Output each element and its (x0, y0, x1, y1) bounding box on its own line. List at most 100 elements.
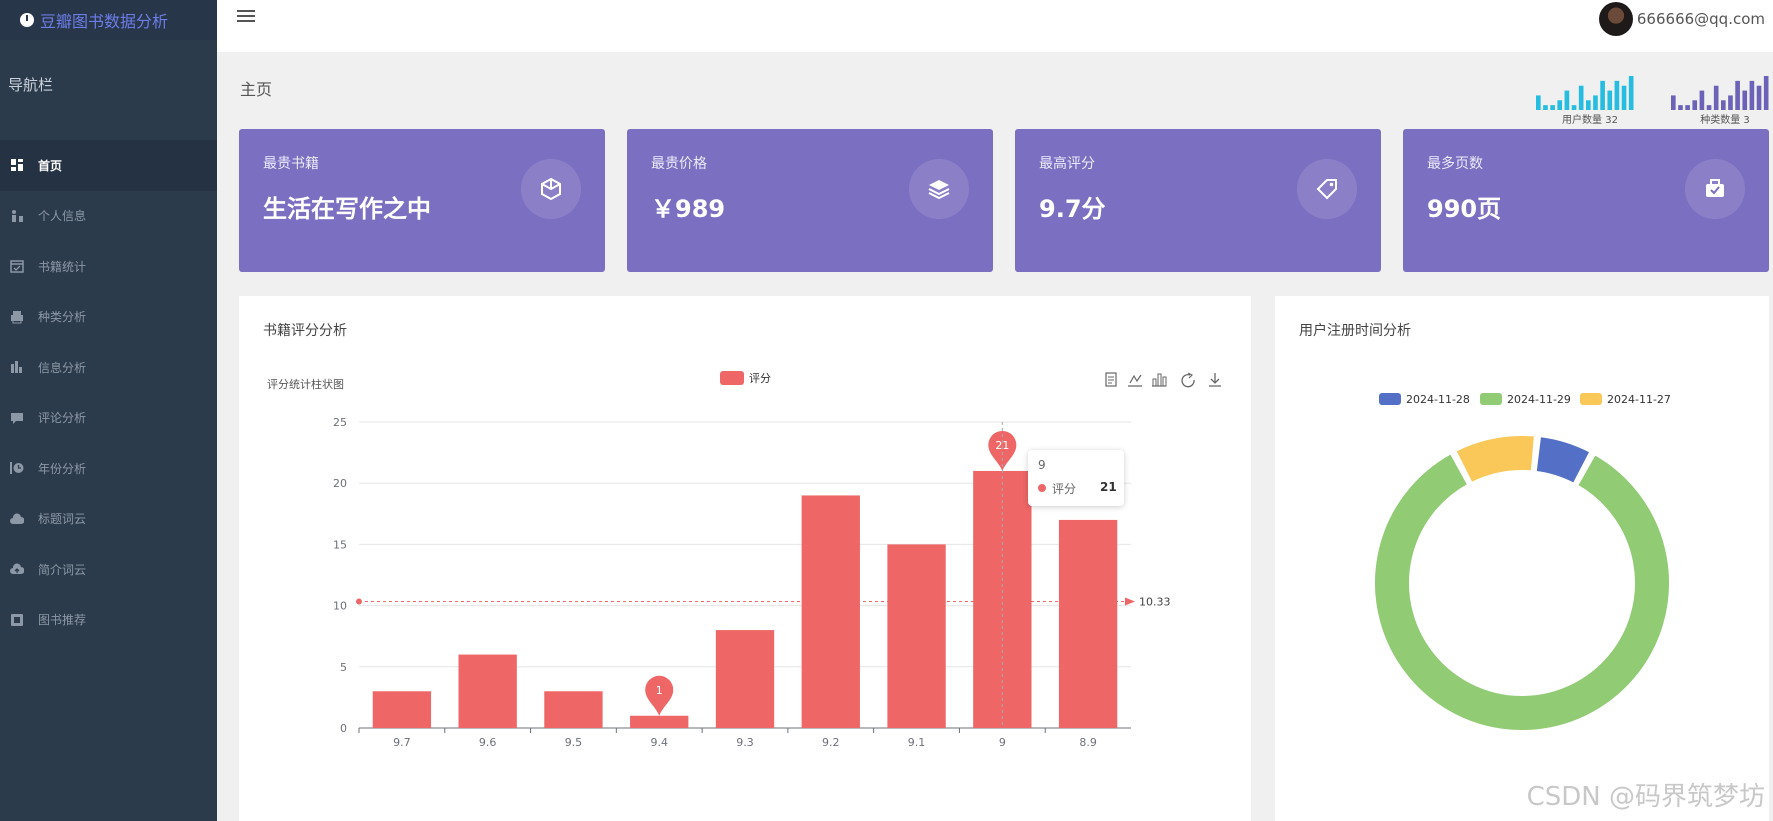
x-tick-label: 9.3 (736, 736, 754, 749)
sidebar-item-2[interactable]: 书籍统计 (0, 241, 217, 292)
sparkline-bar (1728, 95, 1733, 110)
sparkline-bar (1621, 85, 1627, 110)
avatar[interactable] (1598, 2, 1633, 36)
restore-icon[interactable] (1181, 372, 1195, 388)
sidebar-item-3[interactable]: 种类分析 (0, 292, 217, 343)
sparkline-bars (1671, 76, 1769, 110)
bar-9.4[interactable] (630, 715, 689, 728)
y-tick-label: 15 (333, 538, 347, 551)
sidebar-item-label: 个人信息 (38, 209, 87, 224)
stat-card-most-pages: 最多页数 990页 (1403, 129, 1769, 272)
sparkline-bar (1564, 90, 1570, 110)
legend-label: 评分 (749, 372, 771, 385)
chart-legend: 2024-11-28 2024-11-29 2024-11-27 (1379, 393, 1671, 406)
stat-card-top-rating: 最高评分 9.7分 (1015, 129, 1381, 272)
card-label: 最贵价格 (651, 156, 707, 172)
y-tick-label: 5 (340, 661, 347, 674)
sparkline-bar (1735, 80, 1740, 110)
chart-bars (372, 470, 1118, 728)
sidebar-item-1[interactable]: 个人信息 (0, 191, 217, 242)
mark-point-pin[interactable] (988, 430, 1017, 471)
bar-9.3[interactable] (715, 630, 775, 728)
card-value: 9.7分 (1039, 195, 1106, 223)
app-title: 豆瓣图书数据分析 (40, 12, 169, 31)
comment-icon (10, 411, 24, 425)
sparkline-bar (1713, 85, 1719, 110)
sparkline-bar (1550, 105, 1555, 110)
sidebar-item-label: 评论分析 (38, 411, 87, 426)
tooltip-value: 21 (1100, 480, 1117, 494)
bar-9.1[interactable] (887, 544, 946, 728)
stat-card-most-expensive-book: 最贵书籍 生活在写作之中 (239, 129, 605, 272)
tag-icon (1297, 159, 1357, 219)
sidebar-item-label: 种类分析 (38, 310, 87, 325)
sparkline-bar (1692, 100, 1698, 110)
rating-bar-chart[interactable]: 评分统计柱状图 评分 0 5 10 15 20 25 9.7 9.6 9.5 9.4 9.3 9.2 9… (239, 296, 1251, 821)
x-tick-label: 9.1 (908, 736, 926, 749)
sidebar-item-label: 年份分析 (38, 461, 87, 476)
y-tick-label: 0 (340, 722, 347, 735)
slice-2024-11-27[interactable] (1454, 434, 1537, 485)
card-label: 最高评分 (1039, 156, 1095, 172)
legend-swatch[interactable] (1480, 393, 1502, 405)
y-tick-label: 10 (333, 600, 347, 613)
sidebar-item-label: 首页 (38, 158, 63, 173)
user-count-sparkline: 用户数量 32 (1535, 72, 1645, 126)
sidebar-item-6[interactable]: 年份分析 (0, 443, 217, 494)
sparkline-bar (1763, 76, 1769, 110)
average-line-arrow (1125, 597, 1135, 606)
sparkline-bar (1593, 95, 1598, 110)
data-view-icon[interactable] (1105, 372, 1117, 387)
bar-8.9[interactable] (1058, 519, 1118, 728)
slice-2024-11-29[interactable] (1373, 451, 1671, 732)
user-menu[interactable]: 666666@qq.com (1598, 2, 1765, 36)
user-email: 666666@qq.com (1636, 10, 1765, 28)
history-icon (10, 461, 24, 475)
x-tick-label: 9.5 (565, 736, 583, 749)
brand[interactable]: 豆瓣图书数据分析 (0, 0, 217, 40)
legend-swatch[interactable] (1379, 393, 1401, 405)
legend-swatch (720, 371, 744, 385)
chart-legend[interactable]: 评分 (720, 371, 771, 385)
average-line-start (356, 598, 362, 605)
bar-9.2[interactable] (801, 495, 860, 728)
mark-point-pin[interactable] (645, 675, 674, 716)
bar-9.7[interactable] (372, 691, 432, 728)
stat-card-highest-price: 最贵价格 ￥989 (627, 129, 993, 272)
bar-9[interactable] (973, 470, 1032, 728)
slice-2024-11-28[interactable] (1534, 434, 1592, 486)
chart-annotations: 10.33 21 1 (356, 422, 1171, 728)
sidebar-item-7[interactable]: 标题词云 (0, 494, 217, 545)
sparkline-bar (1749, 80, 1755, 110)
download-icon[interactable] (1209, 373, 1221, 387)
clock-icon (20, 13, 34, 27)
category-count-sparkline: 种类数量 3 (1670, 72, 1773, 126)
bar-9.5[interactable] (544, 691, 603, 728)
sparkline-bar (1628, 76, 1634, 110)
sidebar-item-5[interactable]: 评论分析 (0, 393, 217, 444)
sparkline-bar (1721, 100, 1726, 110)
sidebar-item-0[interactable]: 首页 (0, 140, 217, 191)
line-chart-icon[interactable] (1128, 374, 1142, 387)
menu-toggle-button[interactable] (237, 10, 255, 26)
tooltip-dot (1038, 484, 1046, 492)
sidebar-item-8[interactable]: 简介词云 (0, 544, 217, 595)
bar-9.6[interactable] (458, 654, 517, 728)
bar-chart-icon[interactable] (1152, 373, 1167, 387)
registration-donut-chart[interactable]: 2024-11-28 2024-11-29 2024-11-27 (1275, 296, 1769, 821)
sparkline-bar (1586, 100, 1591, 110)
sidebar-item-9[interactable]: 图书推荐 (0, 595, 217, 646)
legend-label: 2024-11-28 (1406, 393, 1470, 406)
mark-point-label: 1 (656, 684, 663, 697)
card-value: 生活在写作之中 (263, 195, 431, 223)
legend-swatch[interactable] (1580, 393, 1602, 405)
sidebar-item-4[interactable]: 信息分析 (0, 342, 217, 393)
sparkline-label: 用户数量 32 (1562, 115, 1618, 126)
card-value: ￥989 (651, 195, 726, 223)
tooltip-series: 评分 (1052, 482, 1077, 496)
x-tick-label: 9.4 (650, 736, 668, 749)
nav-header: 导航栏 (8, 76, 54, 94)
layers-icon (909, 159, 969, 219)
sparkline-bars (1536, 76, 1634, 110)
sparkline-bar (1557, 100, 1563, 110)
